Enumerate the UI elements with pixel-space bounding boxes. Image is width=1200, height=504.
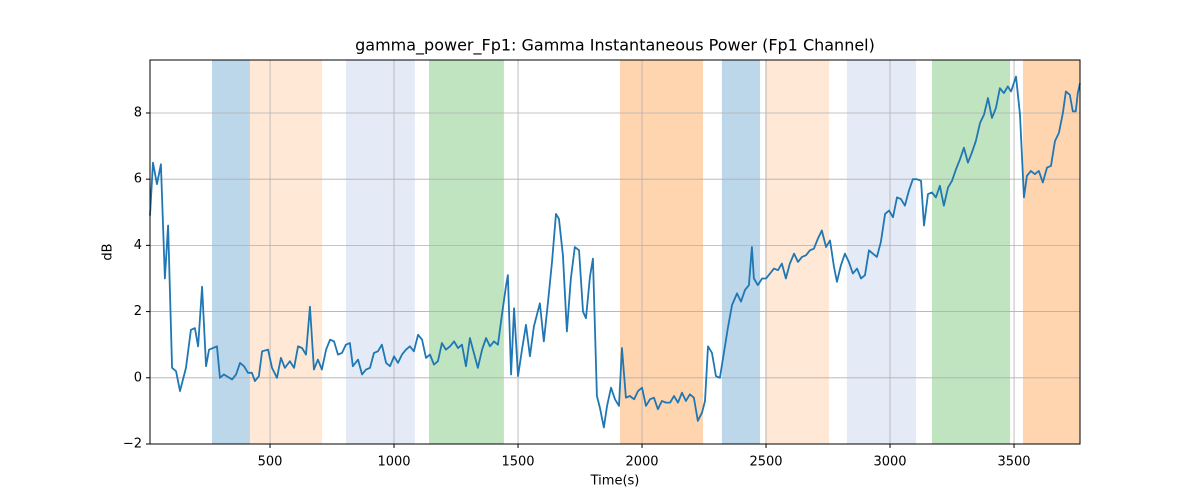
x-tick-label: 3500 [997, 455, 1030, 470]
shaded-region [212, 60, 250, 444]
shaded-region [249, 60, 323, 444]
y-tick-label: 2 [134, 304, 142, 319]
x-tick-label: 2000 [625, 455, 658, 470]
x-tick-label: 1500 [501, 455, 534, 470]
y-tick-label: 6 [134, 172, 142, 187]
y-tick-label: 8 [134, 105, 142, 120]
data-line [149, 75, 1081, 429]
x-tick-label: 3000 [873, 455, 906, 470]
shaded-region [931, 60, 1011, 444]
shaded-region [619, 60, 704, 444]
x-axis-label: Time(s) [590, 474, 640, 489]
y-axis-label: dB [101, 243, 116, 260]
x-tick-label: 1000 [377, 455, 410, 470]
y-tick-label: 4 [134, 238, 142, 253]
shaded-region [345, 60, 415, 444]
y-tick-label: 0 [134, 370, 142, 385]
shaded-region [721, 60, 761, 444]
shaded-region [429, 60, 504, 444]
y-tick-label: −2 [123, 437, 142, 452]
shaded-region [1022, 60, 1080, 444]
x-tick-label: 500 [258, 455, 283, 470]
shaded-region [846, 60, 917, 444]
x-tick-label: 2500 [749, 455, 782, 470]
shaded-region [765, 60, 830, 444]
plot-frame [149, 59, 1081, 445]
chart-title: gamma_power_Fp1: Gamma Instantaneous Pow… [355, 36, 875, 56]
